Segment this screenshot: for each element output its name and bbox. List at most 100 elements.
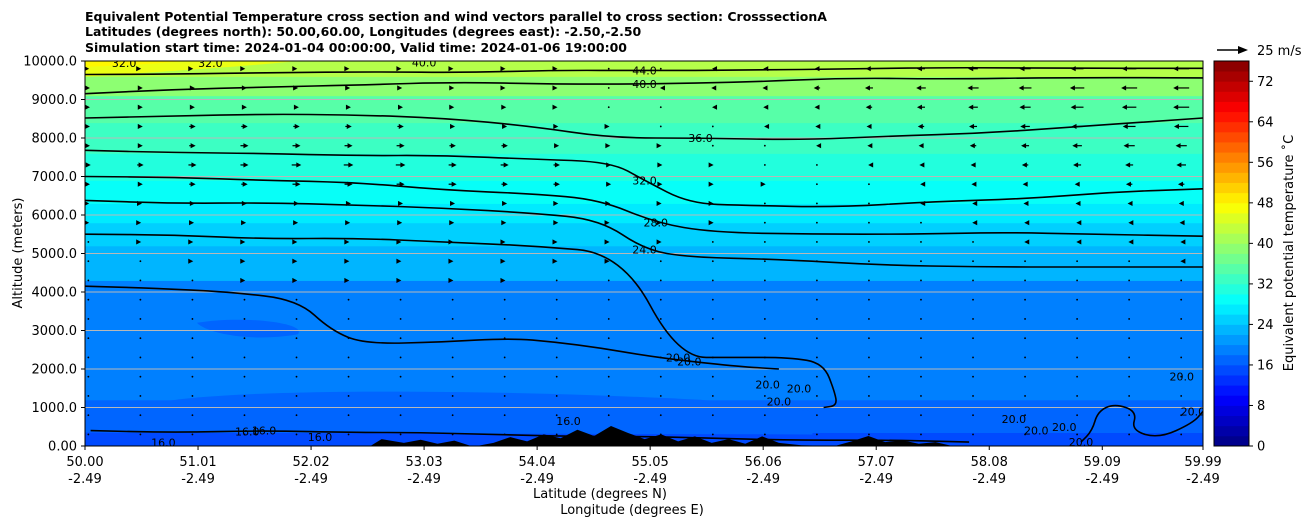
wind-vector-7-4 (293, 200, 299, 207)
wind-vector-4-3 (240, 143, 249, 149)
quiver-key-label: 25 m/s (1257, 44, 1302, 59)
wind-vector-10-14 (816, 260, 818, 263)
wind-vector-18-20 (1128, 414, 1131, 417)
y-tick-label-10: 10000.0 (23, 55, 77, 70)
wind-vector-6-2 (189, 181, 196, 187)
wind-vector-13-0 (87, 318, 90, 320)
wind-vector-17-18 (1024, 395, 1026, 397)
wind-vector-15-14 (816, 356, 818, 359)
wind-vector-9-5 (344, 239, 350, 245)
wind-vector-1-21 (1173, 85, 1190, 91)
wind-vector-0-3 (240, 66, 246, 72)
wind-vector-9-7 (448, 239, 454, 245)
wind-vector-17-1 (139, 395, 142, 397)
colorbar: 0 8 16 24 32 40 48 56 64 72 (1213, 60, 1274, 455)
wind-vector-11-17 (972, 279, 974, 282)
colorbar-segment-23 (1214, 202, 1249, 214)
wind-vector-0-6 (396, 66, 402, 72)
wind-vector-15-6 (399, 356, 402, 359)
contour-label-extra-13: 20.0 (1169, 371, 1194, 384)
wind-vector-19-10 (607, 433, 610, 436)
wind-vector-3-1 (137, 123, 143, 130)
wind-vector-6-11 (657, 181, 663, 187)
wind-vector-14-20 (1128, 337, 1131, 340)
colorbar-segment-14 (1214, 294, 1249, 305)
contour-label-extra-14: 20.0 (1181, 405, 1206, 418)
wind-vector-11-15 (868, 279, 870, 282)
wind-vector-11-4 (292, 277, 298, 284)
contour-label-7: 20.0 (677, 355, 702, 368)
wind-vector-8-10 (604, 220, 610, 226)
wind-vector-4-1 (137, 143, 143, 149)
wind-vector-14-3 (243, 337, 246, 340)
x-axis: 50.00 -2.49 51.01 -2.49 52.02 -2.49 53.03 -2.49… (66, 446, 1222, 487)
wind-vector-5-21 (1176, 162, 1186, 168)
wind-vector-12-8 (503, 298, 506, 301)
wind-vector-16-16 (920, 375, 922, 378)
wind-vector-15-15 (868, 356, 870, 359)
wind-vector-3-10 (604, 123, 610, 130)
wind-vector-18-2 (191, 414, 194, 417)
contour-4 (85, 175, 1203, 237)
wind-vector-11-8 (500, 277, 506, 284)
wind-vector-10-8 (500, 258, 506, 264)
wind-vector-0-4 (292, 66, 298, 72)
wind-vector-5-6 (395, 162, 406, 168)
contour-label-extra-11: 20.0 (1024, 425, 1049, 438)
wind-vector-7-14 (816, 202, 818, 205)
wind-vector-14-6 (399, 337, 402, 340)
wind-vector-2-12 (712, 104, 718, 110)
wind-vector-4-8 (501, 143, 508, 149)
y-tick-label-7: 7000.0 (32, 170, 78, 185)
wind-vector-0-11 (659, 67, 662, 70)
wind-vector-19-7 (451, 433, 454, 436)
wind-vector-1-10 (607, 87, 610, 89)
wind-vector-16-9 (555, 375, 558, 378)
x-tick-lon-7: -2.49 (859, 472, 893, 487)
wind-vector-5-12 (708, 162, 714, 168)
wind-vector-6-5 (344, 181, 353, 187)
wind-vector-15-0 (87, 356, 90, 359)
wind-vector-6-19 (1074, 181, 1080, 187)
contour-label-extra-5: 16.0 (151, 437, 176, 450)
wind-vector-16-3 (243, 375, 246, 378)
wind-vector-0-9 (552, 66, 558, 72)
wind-vector-17-21 (1180, 395, 1183, 397)
contour-label-6: 20.0 (666, 351, 691, 364)
wind-vector-3-2 (189, 123, 196, 130)
field-band-5 (85, 203, 1203, 224)
wind-vector-8-13 (763, 221, 766, 224)
wind-vector-19-15 (868, 433, 870, 436)
wind-vector-13-14 (816, 318, 818, 320)
wind-vector-2-8 (501, 104, 507, 110)
wind-vector-12-18 (1024, 298, 1026, 301)
wind-vector-3-0 (85, 123, 90, 130)
colorbar-segment-15 (1214, 283, 1249, 295)
wind-vector-19-11 (659, 433, 662, 436)
wind-vector-2-6 (397, 104, 403, 110)
wind-vector-5-0 (85, 162, 91, 168)
contour-0 (85, 66, 1203, 76)
wind-vector-5-13 (763, 164, 766, 166)
wind-vector-5-19 (1073, 162, 1082, 168)
field-cool-blob (196, 319, 299, 338)
colorbar-segment-30 (1214, 131, 1249, 143)
wind-vector-16-12 (711, 375, 714, 378)
colorbar-tick-label-5: 40 (1257, 237, 1274, 252)
wind-vector-14-7 (451, 337, 454, 340)
colorbar-segment-35 (1214, 81, 1249, 92)
colorbar-segment-33 (1214, 101, 1249, 113)
wind-vector-2-10 (607, 106, 610, 109)
wind-vector-10-17 (972, 260, 974, 263)
wind-vector-9-21 (1180, 239, 1186, 245)
contour-label-extra-6: 16.0 (556, 415, 581, 428)
wind-vector-17-6 (399, 395, 402, 397)
colorbar-tick-label-2: 16 (1257, 358, 1274, 373)
wind-vector-16-13 (763, 375, 766, 378)
wind-vector-8-3 (241, 220, 247, 226)
y-tick-label-8: 8000.0 (32, 132, 78, 147)
contour-label-extra-12: 20.0 (1052, 421, 1077, 434)
wind-vector-18-10 (607, 414, 610, 417)
wind-vector-14-1 (139, 337, 142, 340)
wind-vector-9-9 (552, 239, 558, 245)
